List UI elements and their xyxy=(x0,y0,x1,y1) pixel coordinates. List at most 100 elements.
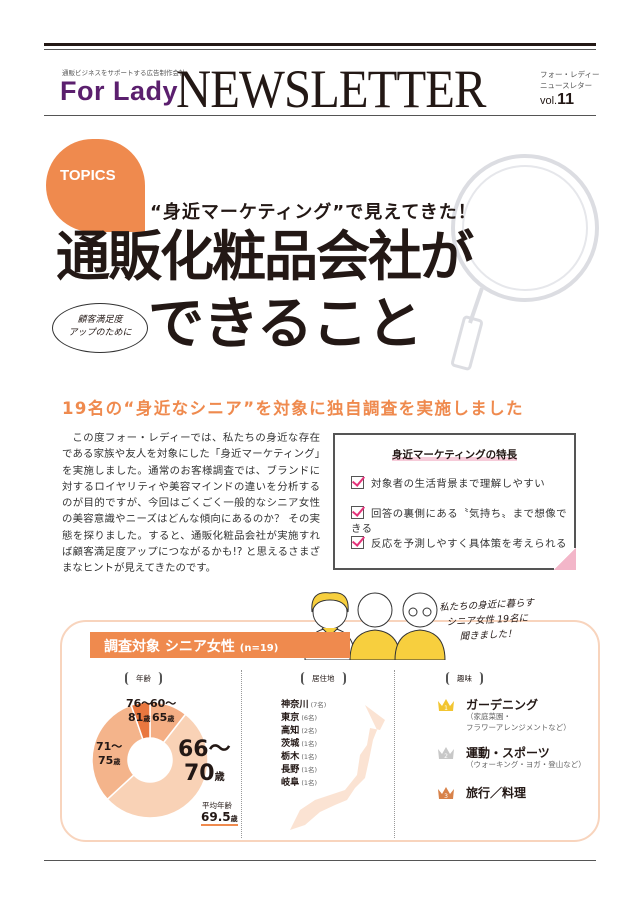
rank-crown-icon: 3 xyxy=(438,787,454,800)
feature-text: 回答の裏側にある〝気持ち〟まで想像できる xyxy=(351,508,568,535)
residence-item: 高知 (2名) xyxy=(281,722,317,736)
hobby-name: 旅行／料理 xyxy=(466,786,527,800)
donut-label: 71〜 75歳 xyxy=(96,740,122,769)
vol-prefix: vol. xyxy=(540,95,558,107)
feature-item: 対象者の生活背景まで理解しやすい xyxy=(351,475,545,490)
hobby-label: 趣味 xyxy=(446,672,483,685)
avg-age-value: 69.5 xyxy=(201,810,231,824)
donut-slice xyxy=(91,704,144,801)
feature-item: 反応を予測しやすく具体策を考えられる xyxy=(351,535,567,550)
donut-slice xyxy=(130,701,151,741)
label-unit: 歳 xyxy=(167,715,175,723)
survey-banner: 調査対象 シニア女性 (n=19) xyxy=(90,632,350,658)
checkbox-icon xyxy=(351,536,364,549)
topics-badge: TOPICS xyxy=(46,139,145,232)
article-headline: 通販化粧品会社が xyxy=(56,225,474,288)
label-line: 71〜 xyxy=(96,740,123,753)
senior-women-illustration xyxy=(304,592,446,660)
hobby-detail-line: （家庭菜園・ xyxy=(466,712,511,721)
rank-crown-icon: 2 xyxy=(438,747,454,760)
features-title: 身近マーケティングの特長 xyxy=(335,447,574,462)
label-line: 66〜 xyxy=(178,737,231,762)
label-line: 81 xyxy=(128,711,144,724)
article-headline-2: できること xyxy=(148,292,423,357)
residence-item: 長野 (1名) xyxy=(281,761,317,775)
top-rule-thin xyxy=(44,49,596,50)
body-text: この度フォー・レディーでは、私たちの身近な存在である家族や友人を対象にした「身近… xyxy=(62,432,320,575)
handwritten-note: 私たちの身近に暮らす シニア女性 19名に 聞きました！ xyxy=(439,596,536,646)
label-line: 60〜 xyxy=(150,697,177,710)
hobby-detail: （家庭菜園・フラワーアレンジメントなど） xyxy=(466,711,571,733)
rank-number: 3 xyxy=(444,793,448,800)
avg-age-label: 平均年齢 xyxy=(202,801,232,810)
survey-n: (n=19) xyxy=(239,643,279,654)
rank-crown-icon: 1 xyxy=(438,699,454,712)
residence-item: 茨城 (1名) xyxy=(281,735,317,749)
avg-age: 69.5歳 xyxy=(201,810,238,826)
magnifier-icon xyxy=(451,154,599,371)
feature-item: 回答の裏側にある〝気持ち〟まで想像できる xyxy=(351,505,574,535)
hobby-detail: （ウォーキング・ヨガ・登山など） xyxy=(466,759,586,770)
page-fold xyxy=(554,548,576,570)
brand-logo: For Lady xyxy=(60,76,179,106)
donut-label: 76〜 81歳 xyxy=(126,697,152,726)
pref-count: (7名) xyxy=(310,701,327,709)
rank-number: 1 xyxy=(444,705,448,712)
checkbox-icon xyxy=(351,476,364,489)
japan-map xyxy=(290,705,385,830)
feature-text: 対象者の生活背景まで理解しやすい xyxy=(371,478,546,490)
age-label: 年齢 xyxy=(125,672,162,685)
column-divider xyxy=(394,670,395,838)
donut-label: 60〜 65歳 xyxy=(150,697,176,726)
header-rule xyxy=(44,115,596,116)
label-line: 76〜 xyxy=(126,697,153,710)
pref-name: 栃木 xyxy=(281,751,300,762)
lead-heading: 19名の“身近なシニア”を対象に独自調査を実施しました xyxy=(62,399,524,418)
residence-item: 東京 (6名) xyxy=(281,709,317,723)
donut-slice xyxy=(106,713,209,819)
kana-line: ニュースレター xyxy=(540,81,593,90)
kana-line: フォー・レディー xyxy=(540,70,600,79)
masthead-title: NEWSLETTER xyxy=(176,59,486,119)
pref-name: 茨城 xyxy=(281,738,300,749)
residence-item: 神奈川 (7名) xyxy=(281,696,326,710)
residence-label: 居住地 xyxy=(301,672,346,685)
avg-age-unit: 歳 xyxy=(230,815,238,823)
pref-name: 長野 xyxy=(281,764,300,775)
footer-rule xyxy=(44,860,596,861)
label-line: 65 xyxy=(152,711,168,724)
label-unit: 歳 xyxy=(113,758,121,766)
hobby-name: ガーデニング xyxy=(466,698,539,712)
pref-count: (1名) xyxy=(301,766,318,774)
features-title-text: 身近マーケティングの特長 xyxy=(391,449,518,461)
speech-bubble: 顧客満足度 アップのために xyxy=(52,303,148,353)
pref-count: (1名) xyxy=(301,753,318,761)
bubble-line: 顧客満足度 xyxy=(77,315,123,325)
feature-text: 反応を予測しやすく具体策を考えられる xyxy=(371,538,567,550)
label-line: 75 xyxy=(98,754,114,767)
pref-name: 東京 xyxy=(281,712,300,723)
hobby-detail-line: フラワーアレンジメントなど） xyxy=(466,723,571,732)
age-donut-chart xyxy=(91,701,209,819)
pref-name: 神奈川 xyxy=(281,699,309,710)
masthead-kana: フォー・レディー ニュースレター xyxy=(540,69,599,91)
survey-title: 調査対象 シニア女性 xyxy=(104,639,235,655)
topics-label: TOPICS xyxy=(60,167,116,184)
volume-number: vol.11 xyxy=(540,91,574,109)
top-rule xyxy=(44,43,596,46)
checkbox-icon xyxy=(351,506,364,519)
pref-count: (1名) xyxy=(301,740,318,748)
hobby-detail-line: （ウォーキング・ヨガ・登山など） xyxy=(466,760,586,769)
pref-name: 高知 xyxy=(281,725,300,736)
residence-item: 栃木 (1名) xyxy=(281,748,317,762)
label-unit: 歳 xyxy=(214,772,225,783)
rank-number: 2 xyxy=(444,753,448,760)
hobby-name: 運動・スポーツ xyxy=(466,746,550,760)
pref-count: (6名) xyxy=(301,714,318,722)
features-box: 身近マーケティングの特長 対象者の生活背景まで理解しやすい 回答の裏側にある〝気… xyxy=(333,433,576,570)
tagline: 通販ビジネスをサポートする広告制作会社 xyxy=(62,69,186,77)
label-unit: 歳 xyxy=(143,715,151,723)
vol-value: 11 xyxy=(557,91,575,108)
pref-count: (2名) xyxy=(301,727,318,735)
donut-label: 66〜 70歳 xyxy=(178,738,231,790)
